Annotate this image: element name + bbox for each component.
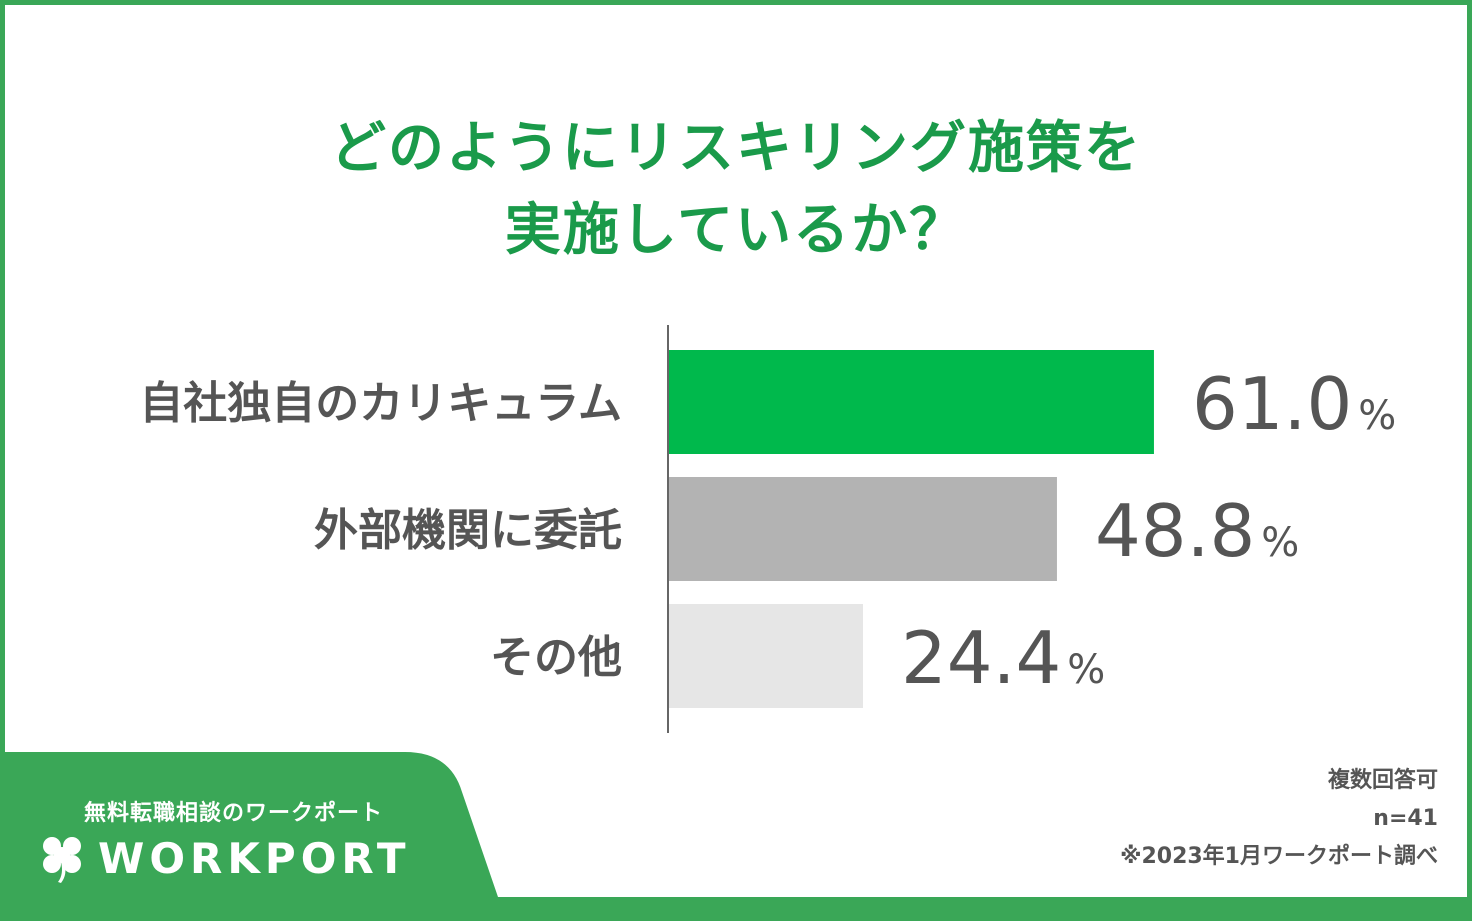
chart-title-line-2: 実施しているか？ bbox=[504, 198, 968, 263]
chart-title: どのようにリスキリング施策を 実施しているか？ bbox=[0, 108, 1472, 272]
note-source: ※2023年1月ワークポート調べ bbox=[1120, 844, 1438, 869]
bar bbox=[669, 477, 1057, 581]
category-label: 自社独自のカリキュラム bbox=[139, 378, 622, 429]
category-label: 外部機関に委託 bbox=[314, 505, 622, 556]
category-label: その他 bbox=[490, 632, 622, 683]
note-sample-size: n=41 bbox=[1373, 806, 1438, 831]
survey-notes: 複数回答可 n=41 ※2023年1月ワークポート調べ bbox=[1120, 762, 1438, 876]
note-multiple-answer: 複数回答可 bbox=[1327, 768, 1438, 793]
logo-text: WORKPORT bbox=[98, 833, 411, 883]
value-label: 24.4% bbox=[901, 616, 1105, 700]
bar bbox=[669, 350, 1154, 454]
footer-tagline: 無料転職相談のワークポート bbox=[84, 801, 384, 826]
footer-band bbox=[0, 752, 1472, 921]
value-label: 61.0% bbox=[1192, 362, 1396, 446]
bar bbox=[669, 604, 863, 708]
workport-logo[interactable]: WORKPORT bbox=[38, 828, 411, 888]
clover-icon bbox=[43, 837, 81, 883]
value-label: 48.8% bbox=[1095, 489, 1299, 573]
bar-chart: 自社独自のカリキュラム 61.0 % 外部機関に委託 48.8 % その他 24.4% bbox=[139, 325, 1396, 733]
footer-band-shape bbox=[0, 752, 1472, 921]
chart-title-line-1: どのようにリスキリング施策を bbox=[330, 116, 1142, 181]
